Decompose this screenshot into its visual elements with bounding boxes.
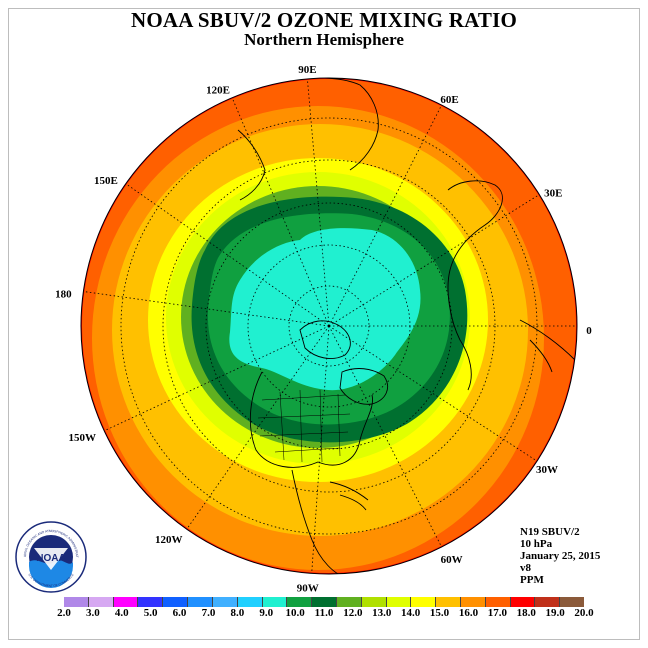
colorbar-tick-label: 15.0 [429,607,450,619]
colorbar-cell [436,597,461,607]
graticule [83,78,577,574]
greenland-coast [339,368,388,405]
longitude-label: 30W [536,464,558,476]
longitude-label: 90W [297,582,319,594]
colorbar-cell [560,597,585,607]
colorbar-cell [485,597,511,607]
plot-frame [8,8,640,640]
colorbar-tick-label: 6.0 [172,607,187,619]
colorbar-cell [386,597,412,607]
europe-coast [447,180,503,391]
colorbar-tick-label: 11.0 [314,607,334,619]
colorbar-cell [138,597,164,607]
colorbar-tick-label: 19.0 [545,607,565,619]
colorbar-cell [361,597,387,607]
colorbar-tick-label: 12.0 [343,607,363,619]
longitude-label: 180 [55,289,72,301]
colorbar-tick-label: 20.0 [574,607,594,619]
colorbar-tick-label: 13.0 [372,607,392,619]
colorbar-cell [312,597,337,607]
colorbar-tick-label: 14.0 [401,607,421,619]
meridian-line [231,97,330,327]
colorbar-cell [287,597,313,607]
colorbar-cell [411,597,437,607]
meridian-line [306,78,330,327]
chart-subtitle: Northern Hemisphere [244,30,404,49]
colorbar-cell [461,597,486,607]
longitude-label: 150W [68,432,96,444]
colorbar-tick-label: 8.0 [230,607,245,619]
state-borders [257,389,351,463]
colorbar-tick-label: 5.0 [143,607,158,619]
noaa-logo: NOAA NATIONAL OCEANIC AND ATMOSPHERIC AD… [13,517,88,594]
longitude-label: 60W [441,554,463,566]
caribbean-islands [329,481,369,511]
colorbar-cell [163,597,189,607]
noaa-logo-text: NOAA [36,553,65,564]
longitude-label: 30E [544,188,562,200]
latitude-circle-60 [205,202,453,450]
colorbar-tick-label: 17.0 [487,607,507,619]
longitude-label: 60E [440,94,458,106]
latitude-circle-50 [162,159,496,493]
meridian-line [328,325,442,548]
info-pressure: 10 hPa [520,538,553,550]
colorbar-tick-label: 4.0 [114,607,129,619]
africa-coast [519,319,576,373]
info-units: PPM [520,574,544,586]
coastlines [209,78,576,574]
east-asia-coast [237,129,266,201]
chart-title: NOAA SBUV/2 OZONE MIXING RATIO [131,8,517,32]
colorbar-tick-label: 7.0 [201,607,216,619]
colorbar-cell [113,597,139,607]
colorbar-tick-label: 2.0 [57,607,71,619]
colorbar-cell [535,597,561,607]
band-9-10 [229,228,421,391]
colorbar [64,597,585,607]
map-info-block: N19 SBUV/2 10 hPa January 25, 2015 v8 PP… [520,526,600,586]
arctic-islands [299,320,351,359]
longitude-label: 150E [94,175,118,187]
info-date: January 25, 2015 [520,550,601,562]
colorbar-cell [336,597,362,607]
meridian-line [83,291,330,327]
meridian-line [328,194,540,327]
longitude-label: 120W [155,534,183,546]
longitude-label: 120E [206,85,230,97]
colorbar-cell [262,597,288,607]
colorbar-cell [212,597,238,607]
info-version: v8 [520,562,531,574]
colorbar-tick-label: 16.0 [458,607,479,619]
meridian-line [125,183,330,327]
map-boundary [80,77,578,575]
meridian-line [186,325,330,530]
info-instrument: N19 SBUV/2 [520,526,580,538]
colorbar-tick-label: 10.0 [285,607,305,619]
meridian-line [311,325,330,574]
colorbar-tick-label: 9.0 [259,607,274,619]
central-america-coast [291,469,349,574]
longitude-label: 0 [586,325,592,337]
colorbar-cell [510,597,536,607]
colorbar-ticks: 2.0 3.0 4.0 5.0 6.0 7.0 8.0 9.0 10.0 11.0 12.0 13.0… [57,607,594,621]
north-america-coast [249,371,373,468]
longitude-label: 90E [298,64,316,76]
colorbar-cell [88,597,114,607]
colorbar-tick-label: 18.0 [516,607,536,619]
meridian-line [328,325,538,462]
meridian-line [104,325,330,432]
colorbar-cell [64,597,89,607]
colorbar-cell [237,597,263,607]
colorbar-cell [188,597,213,607]
colorbar-tick-label: 3.0 [86,607,100,619]
meridian-line [328,104,442,327]
